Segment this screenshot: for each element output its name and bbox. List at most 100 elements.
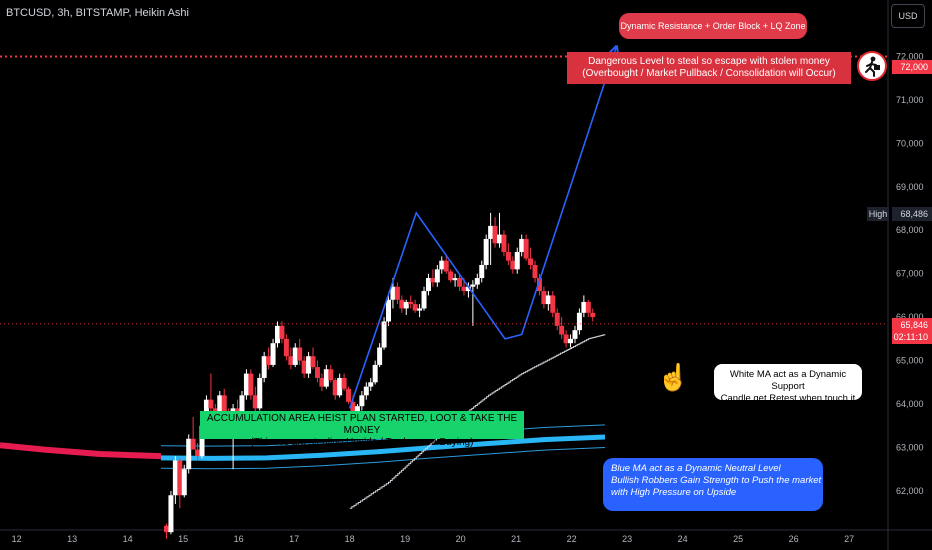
accum-text-1: ACCUMULATION AREA HEIST PLAN STARTED, LO… (206, 413, 518, 436)
price-tick-label: 63,000 (896, 442, 924, 452)
pink-ma-line (0, 442, 162, 460)
candle (243, 369, 249, 400)
candle-body (430, 278, 436, 283)
candle (532, 260, 538, 283)
candle (181, 464, 187, 498)
candle (164, 523, 169, 539)
pointing-hand-icon: ☝ (657, 362, 690, 392)
white-text-1: White MA act as a Dynamic Support (729, 369, 847, 392)
candle-body (199, 425, 205, 457)
candle-body (403, 301, 409, 309)
candle (266, 347, 272, 370)
level-72-tag: 72,000 (892, 60, 932, 74)
candle-body (523, 238, 529, 259)
candle-body (208, 399, 214, 409)
candle (434, 265, 440, 287)
candle (208, 373, 214, 413)
candle-body (190, 438, 196, 450)
candle-body (497, 234, 502, 244)
candle (528, 247, 534, 270)
neutral-ma-lower (160, 446, 605, 470)
candle-body (394, 286, 400, 300)
time-axis: 12 13 14 15 16 17 18 19 20 21 22 23 24 25 26 27 (0, 529, 932, 544)
candle (177, 458, 183, 509)
candle-body (528, 258, 534, 265)
candle-body (425, 278, 431, 292)
candle (359, 390, 365, 411)
price-tick-label: 62,000 (896, 486, 924, 496)
candle (412, 299, 418, 313)
candle (505, 243, 511, 265)
candle (186, 434, 192, 474)
candle-body (443, 260, 449, 272)
candle-body (488, 225, 494, 239)
candle (421, 286, 427, 311)
time-tick-label: 12 (12, 534, 22, 544)
blue-neutral-ma-band (160, 424, 606, 470)
candle (261, 351, 267, 383)
candle (470, 280, 476, 326)
candle-body (310, 356, 316, 368)
candle-body (372, 364, 378, 383)
candle-body (563, 334, 569, 344)
candle-body (465, 286, 471, 292)
candle (417, 304, 423, 318)
candle (443, 256, 449, 274)
candle (536, 273, 542, 296)
price-tick-label: 66,000 (896, 312, 924, 322)
candle (519, 234, 525, 257)
candle-body (195, 449, 201, 457)
candle (394, 282, 400, 305)
candle (248, 369, 254, 400)
neutral-ma-mid (160, 434, 606, 461)
candle-body (541, 291, 547, 305)
time-tick-label: 21 (511, 534, 521, 544)
candle (288, 347, 294, 370)
trend-path (348, 48, 616, 409)
candle (550, 291, 556, 318)
candle (474, 273, 480, 289)
candle-body (346, 388, 352, 402)
candle (341, 373, 347, 391)
candle (488, 212, 494, 265)
blue-ma-label: Blue MA act as a Dynamic Neutral Level B… (603, 458, 823, 511)
danger-text-1: Dangerous Level to steal so escape with … (588, 56, 830, 67)
price-tick-label: 64,000 (896, 399, 924, 409)
blue-text-1: Blue MA act as a Dynamic Neutral Level (611, 463, 781, 474)
blue-text-2: Bullish Robbers Gain Strength to Push th… (611, 475, 822, 486)
candle (425, 273, 431, 296)
candle (510, 256, 516, 274)
candle-body (239, 395, 245, 422)
candle-body (483, 238, 489, 265)
white-support-ma-line (349, 334, 606, 509)
candle-body (288, 356, 294, 365)
time-tick-label: 17 (289, 534, 299, 544)
accum-text-2: (Thieves are stealing Upside / Traders a… (250, 437, 474, 448)
price-tick-label: 65,000 (896, 356, 924, 366)
neutral-ma-upper (160, 424, 605, 447)
white-text-2: Candle get Retest when touch it (720, 393, 856, 404)
candle-body (377, 347, 383, 365)
candle (572, 325, 578, 344)
candle-body (363, 386, 369, 396)
candle-body (448, 271, 454, 281)
candle (452, 273, 458, 287)
time-tick-label: 13 (67, 534, 77, 544)
candle-body (590, 312, 596, 318)
price-axis: 62,000 63,000 64,000 65,000 66,000 67,000 68,0… (887, 0, 932, 550)
candle (337, 373, 343, 398)
time-tick-label: 26 (789, 534, 799, 544)
time-tick-label: 20 (456, 534, 466, 544)
candle (297, 338, 303, 365)
currency-button[interactable]: USD (891, 4, 925, 28)
candle-body (576, 312, 582, 331)
white-ma-label: White MA act as a Dynamic Support Candle… (714, 364, 862, 404)
candle-body (550, 295, 556, 313)
candle (190, 417, 196, 450)
candle-body (252, 395, 258, 409)
resistance-label: Dynamic Resistance + Order Block + LQ Zo… (619, 13, 807, 39)
candle (563, 330, 569, 348)
candle (523, 234, 529, 261)
candle (310, 347, 316, 370)
candle (346, 386, 352, 405)
